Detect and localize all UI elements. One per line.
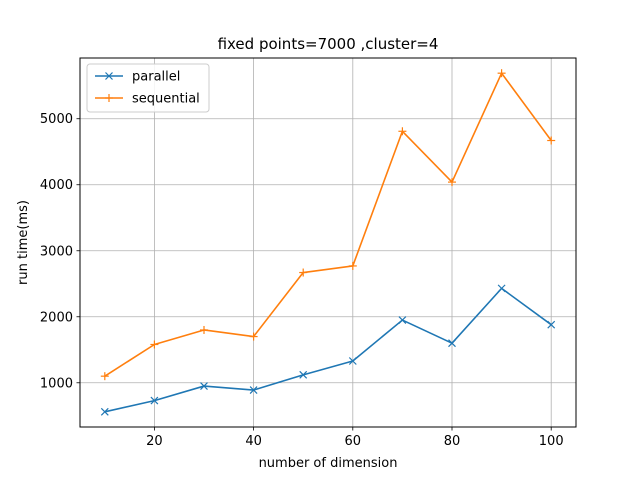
series-line-parallel bbox=[104, 287, 552, 413]
data-point-sequential bbox=[150, 340, 159, 349]
data-point-parallel bbox=[398, 316, 407, 324]
data-point-parallel bbox=[249, 386, 258, 394]
legend-label-sequential: sequential bbox=[132, 92, 200, 107]
data-point-parallel-stroke bbox=[249, 386, 258, 394]
plot-frame bbox=[79, 57, 577, 428]
x-tick-label: 60 bbox=[345, 434, 362, 449]
y-tick-label: 3000 bbox=[40, 244, 73, 259]
data-point-sequential bbox=[299, 268, 308, 277]
chart-title: fixed points=7000 ,cluster=4 bbox=[218, 35, 439, 53]
y-axis-label: run time(ms) bbox=[16, 200, 31, 285]
data-point-parallel bbox=[547, 320, 556, 329]
data-point-parallel-stroke bbox=[547, 320, 556, 329]
x-axis-label: number of dimension bbox=[259, 456, 398, 471]
data-point-sequential bbox=[448, 178, 456, 187]
data-point-parallel-stroke bbox=[150, 396, 159, 405]
data-point-sequential bbox=[497, 69, 506, 78]
legend-marker-sequential bbox=[105, 94, 113, 102]
x-tick-label: 40 bbox=[245, 434, 262, 449]
series-line-sequential bbox=[104, 72, 552, 377]
y-axis-ticks: 1000 2000 3000 4000 5000 bbox=[40, 112, 80, 391]
y-tick-label: 1000 bbox=[40, 376, 73, 391]
x-tick-label: 80 bbox=[444, 434, 461, 449]
data-point-parallel bbox=[200, 382, 208, 390]
legend-marker-parallel bbox=[105, 72, 113, 80]
data-point-parallel-stroke bbox=[299, 370, 308, 379]
data-point-parallel-stroke bbox=[448, 339, 456, 348]
x-tick-label: 20 bbox=[146, 434, 163, 449]
data-point-parallel bbox=[497, 284, 506, 293]
y-tick-label: 5000 bbox=[40, 112, 73, 127]
data-point-parallel-stroke bbox=[497, 284, 506, 293]
x-axis-ticks: 20 40 60 80 100 bbox=[146, 427, 564, 449]
legend-label-parallel: parallel bbox=[132, 70, 180, 85]
data-point-parallel bbox=[100, 407, 109, 416]
x-tick-label: 100 bbox=[539, 434, 564, 449]
data-point-sequential bbox=[249, 332, 258, 341]
legend-marker-parallel-stroke bbox=[105, 72, 113, 80]
data-point-parallel-stroke bbox=[200, 382, 208, 390]
y-tick-label: 4000 bbox=[40, 178, 73, 193]
data-point-parallel-stroke bbox=[348, 357, 357, 365]
data-point-parallel bbox=[299, 370, 308, 379]
series-layer bbox=[100, 69, 556, 416]
data-point-sequential bbox=[348, 261, 357, 270]
data-point-parallel-stroke bbox=[100, 407, 109, 416]
data-point-sequential bbox=[547, 136, 556, 145]
data-point-sequential bbox=[398, 127, 407, 136]
legend: parallel sequential bbox=[86, 63, 210, 113]
data-point-parallel-stroke bbox=[398, 316, 407, 324]
data-point-sequential bbox=[100, 372, 109, 381]
grid-lines bbox=[80, 58, 576, 427]
data-point-parallel bbox=[150, 396, 159, 405]
y-tick-label: 2000 bbox=[40, 310, 73, 325]
data-point-parallel bbox=[348, 357, 357, 365]
data-point-parallel bbox=[448, 339, 456, 348]
data-point-sequential bbox=[200, 325, 208, 334]
